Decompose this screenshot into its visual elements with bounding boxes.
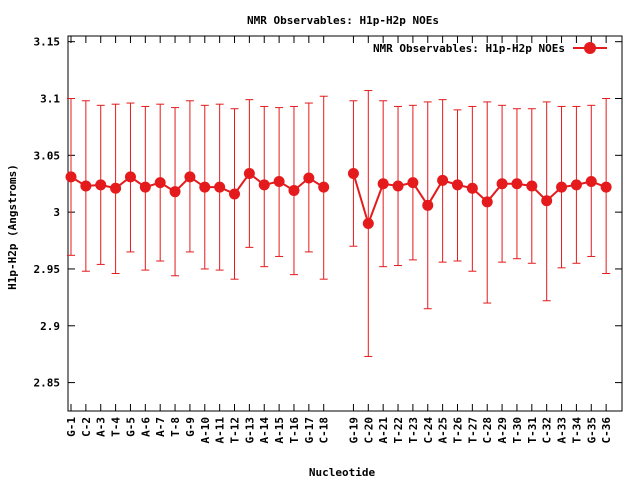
legend: NMR Observables: H1p-H2p NOEs [373, 42, 607, 55]
x-tick-label: G-17 [303, 417, 316, 444]
x-tick-label: C-28 [481, 417, 494, 444]
x-tick-label: A-6 [139, 417, 152, 437]
x-tick-label: C-32 [541, 417, 554, 444]
data-point [214, 181, 226, 193]
legend-marker-swatch [584, 42, 596, 54]
y-axis-label: H1p-H2p (Angstroms) [6, 164, 19, 290]
data-point [303, 172, 315, 184]
y-tick-label: 2.95 [34, 263, 61, 276]
data-point [526, 180, 538, 192]
x-tick-label: A-25 [437, 417, 450, 444]
y-tick-label: 3.15 [34, 36, 61, 49]
data-point [95, 179, 107, 191]
x-tick-label: T-30 [511, 417, 524, 444]
x-tick-label: A-10 [199, 417, 212, 444]
x-tick-label: A-33 [556, 417, 569, 444]
x-tick-label: A-14 [258, 417, 271, 444]
x-tick-label: T-4 [110, 417, 123, 437]
data-point [407, 177, 419, 189]
x-tick-label: A-7 [154, 417, 167, 437]
data-point [288, 185, 300, 197]
x-tick-label: G-13 [243, 417, 256, 444]
data-point [229, 188, 241, 200]
data-point [585, 175, 597, 187]
data-point [347, 168, 359, 179]
data-point [600, 181, 612, 193]
data-point [154, 177, 166, 189]
x-tick-label: T-8 [169, 417, 182, 437]
data-point [437, 174, 449, 186]
x-tick-label: C-36 [600, 417, 613, 444]
x-tick-label: G-1 [65, 417, 78, 437]
x-tick-label: A-15 [273, 417, 286, 444]
x-tick-label: A-11 [214, 417, 227, 444]
y-tick-label: 3.05 [34, 149, 61, 162]
data-point [65, 171, 77, 183]
data-point [258, 179, 270, 191]
y-tick-label: 3.1 [40, 93, 60, 106]
x-tick-label: T-23 [407, 417, 420, 444]
y-tick-label: 2.85 [34, 377, 61, 390]
x-tick-label: A-3 [95, 417, 108, 437]
x-tick-label: G-9 [184, 417, 197, 437]
x-tick-label: T-27 [466, 417, 479, 444]
data-point [362, 218, 374, 229]
data-point [511, 178, 523, 190]
data-point [184, 171, 196, 183]
x-tick-label: G-5 [124, 417, 137, 437]
y-tick-label: 2.9 [40, 320, 60, 333]
data-point [481, 196, 493, 208]
plot-frame [67, 35, 623, 412]
data-point [139, 181, 151, 193]
data-point [110, 182, 122, 194]
x-tick-label: C-20 [362, 417, 375, 444]
x-tick-label: T-34 [570, 417, 583, 444]
x-tick-label: A-29 [496, 417, 509, 444]
data-point [541, 195, 553, 207]
data-point [243, 168, 255, 179]
x-tick-label: G-35 [585, 417, 598, 444]
data-point [199, 181, 211, 193]
data-point [496, 178, 508, 190]
x-tick-label: T-12 [229, 417, 242, 444]
data-point [169, 186, 181, 198]
series-line-segment [70, 172, 325, 196]
data-point [80, 180, 92, 192]
x-tick-label: T-16 [288, 417, 301, 444]
data-point [273, 175, 285, 187]
series-line-segment [352, 173, 607, 227]
data-point [466, 182, 478, 194]
y-tick-label: 3 [53, 206, 60, 219]
x-tick-label: T-31 [526, 417, 539, 444]
data-point [570, 179, 582, 191]
x-axis-label: Nucleotide [309, 466, 376, 479]
data-point [422, 199, 434, 211]
chart-title: NMR Observables: H1p-H2p NOEs [247, 14, 439, 27]
x-tick-label: G-19 [347, 417, 360, 444]
data-point [451, 179, 463, 191]
x-tick-label: C-18 [318, 417, 331, 444]
data-point [124, 171, 136, 183]
legend-label: NMR Observables: H1p-H2p NOEs [373, 42, 565, 55]
x-tick-label: A-21 [377, 417, 390, 444]
data-point [392, 180, 404, 192]
x-tick-label: T-26 [451, 417, 464, 444]
data-point [377, 178, 389, 190]
data-point [318, 181, 330, 193]
data-point [556, 181, 568, 193]
x-tick-label: T-22 [392, 417, 405, 444]
x-tick-label: C-2 [80, 417, 93, 437]
x-tick-label: C-24 [422, 417, 435, 444]
